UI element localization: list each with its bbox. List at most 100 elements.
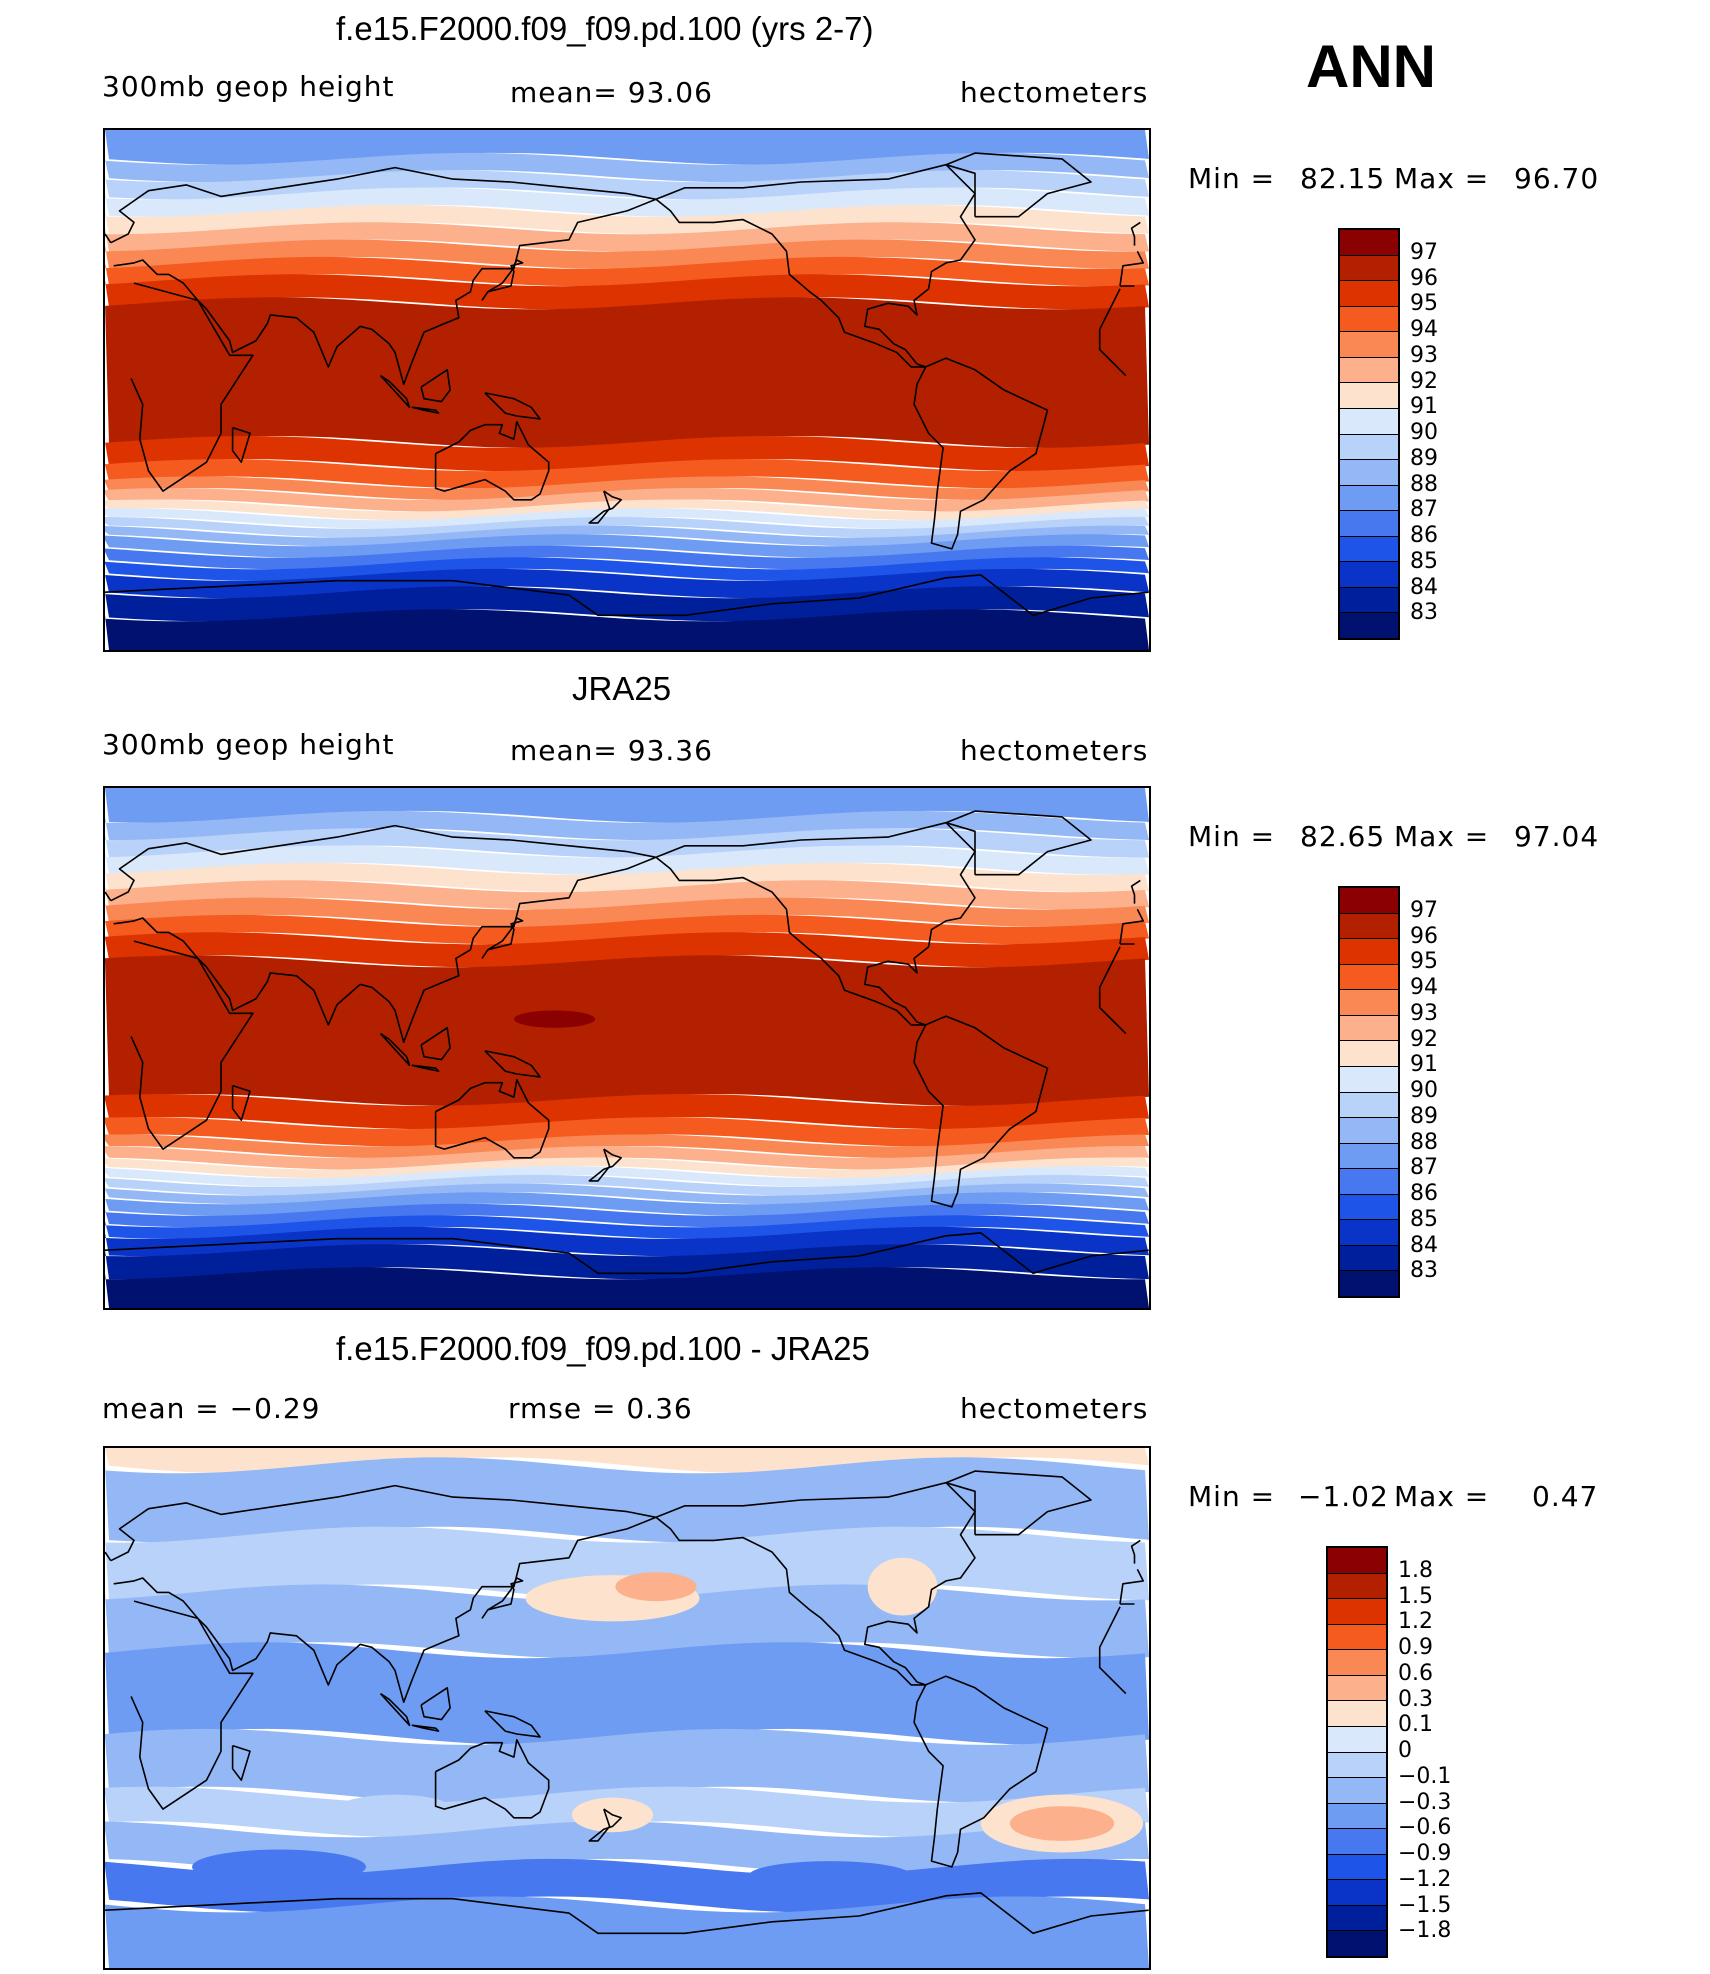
contour-band	[105, 152, 1149, 183]
contour-band	[105, 862, 1149, 893]
colorbar-tick-label: −0.6	[1398, 1815, 1452, 1841]
contour-band	[105, 1166, 1149, 1187]
colorbar-tick-label: 1.2	[1398, 1609, 1433, 1635]
colorbar-swatch	[1328, 1624, 1386, 1651]
colorbar-tick-label: 0	[1398, 1738, 1412, 1763]
coastline	[379, 1032, 411, 1067]
panel-3-min-label: Min =	[1188, 1480, 1276, 1513]
panel-1-min-label: Min =	[1188, 162, 1276, 195]
colorbar-swatch	[1340, 1194, 1398, 1221]
coastline	[484, 1710, 541, 1738]
panel-1-min-value: 82.15	[1300, 162, 1386, 195]
panel-2-units-label: hectometers	[960, 734, 1149, 767]
colorbar-swatch	[1328, 1931, 1386, 1956]
colorbar-tick-label: 93	[1410, 342, 1438, 368]
panel-1-max-label: Max =	[1394, 162, 1490, 195]
contour-band	[105, 476, 1149, 500]
colorbar-swatch	[1340, 306, 1398, 333]
colorbar-tick-label: 0.6	[1398, 1660, 1433, 1686]
contour-band	[105, 488, 1149, 512]
colorbar-tick-label: 92	[1410, 1026, 1438, 1052]
colorbar-tick-label: 84	[1410, 574, 1438, 600]
colorbar-tick-label: 97	[1410, 239, 1438, 265]
contour-band	[105, 1728, 1149, 1803]
contour-band	[105, 1094, 1149, 1130]
contour-anomaly	[513, 1010, 596, 1028]
coastline	[105, 1232, 1149, 1275]
coastline	[484, 392, 541, 420]
colorbar-tick-label: −1.8	[1398, 1918, 1452, 1944]
contour-band	[105, 1117, 1149, 1147]
colorbar-swatch	[1340, 230, 1398, 256]
coastline	[231, 426, 251, 463]
contour-band	[105, 534, 1149, 558]
colorbar-tick-label: 90	[1410, 1078, 1438, 1103]
coastline	[411, 406, 440, 414]
season-label: ANN	[1306, 33, 1436, 100]
panel-1-variable-label: 300mb geop height	[102, 70, 395, 103]
coastline	[105, 1539, 1141, 1564]
contour-band	[105, 256, 1149, 287]
colorbar-swatch	[1340, 383, 1398, 409]
colorbar-swatch	[1328, 1726, 1386, 1753]
contour-band	[105, 1215, 1149, 1239]
coastline	[110, 1484, 1144, 1703]
panel-3-min-value: −1.02	[1298, 1480, 1389, 1513]
panel-2-variable-label: 300mb geop height	[102, 728, 395, 761]
colorbar-tick-label: 86	[1410, 1181, 1438, 1206]
contour-band	[105, 1448, 1149, 1474]
coastline	[945, 810, 1092, 876]
colorbar-swatch	[1340, 1092, 1398, 1119]
panel-1-title: f.e15.F2000.f09_f09.pd.100 (yrs 2-7)	[336, 10, 874, 47]
colorbar-swatch	[1328, 1548, 1386, 1574]
contour-band	[105, 788, 1149, 823]
contour-band	[105, 1146, 1149, 1170]
colorbar-swatch	[1340, 587, 1398, 614]
colorbar-swatch	[1340, 1041, 1398, 1067]
colorbar-swatch	[1340, 485, 1398, 512]
panel-3-colorbar	[1326, 1546, 1388, 1958]
contour-band	[105, 1226, 1149, 1257]
colorbar-tick-label: −0.9	[1398, 1841, 1452, 1866]
colorbar-tick-label: 1.5	[1398, 1583, 1433, 1609]
coastline	[434, 421, 550, 501]
coastline	[379, 1692, 411, 1727]
coastline	[231, 1744, 251, 1781]
coastline	[484, 1050, 541, 1078]
coastline	[105, 574, 1149, 617]
colorbar-tick-label: 97	[1410, 897, 1438, 923]
colorbar-tick-label: 84	[1410, 1232, 1438, 1258]
coastline	[420, 1687, 451, 1721]
colorbar-swatch	[1340, 536, 1398, 563]
contour-band	[105, 436, 1149, 472]
colorbar-swatch	[1340, 357, 1398, 384]
colorbar-tick-label: 91	[1410, 394, 1438, 420]
coastline	[481, 917, 524, 959]
contour-band	[105, 828, 1149, 858]
coastline	[379, 374, 411, 409]
contour-band	[105, 1267, 1149, 1308]
coastline	[130, 282, 1127, 492]
colorbar-swatch	[1340, 408, 1398, 435]
colorbar-swatch	[1340, 939, 1398, 965]
panel-1-map	[103, 128, 1151, 652]
coastline	[411, 1724, 440, 1732]
colorbar-swatch	[1340, 255, 1398, 282]
colorbar-swatch	[1340, 1245, 1398, 1272]
coastline	[945, 1470, 1092, 1536]
colorbar-tick-label: 96	[1410, 265, 1438, 291]
contour-band	[105, 1642, 1149, 1745]
coastline	[411, 1064, 440, 1072]
colorbar-swatch	[1328, 1880, 1386, 1906]
colorbar-swatch	[1340, 434, 1398, 461]
colorbar-swatch	[1340, 888, 1398, 914]
coastline	[588, 1148, 622, 1182]
coastline	[420, 369, 451, 403]
colorbar-tick-label: 87	[1410, 1155, 1438, 1181]
contour-band	[105, 545, 1149, 570]
coastline	[105, 1892, 1149, 1935]
panel-3-map	[103, 1446, 1151, 1970]
colorbar-swatch	[1328, 1854, 1386, 1881]
colorbar-tick-label: −0.3	[1398, 1789, 1452, 1815]
contour-band	[105, 1821, 1149, 1875]
